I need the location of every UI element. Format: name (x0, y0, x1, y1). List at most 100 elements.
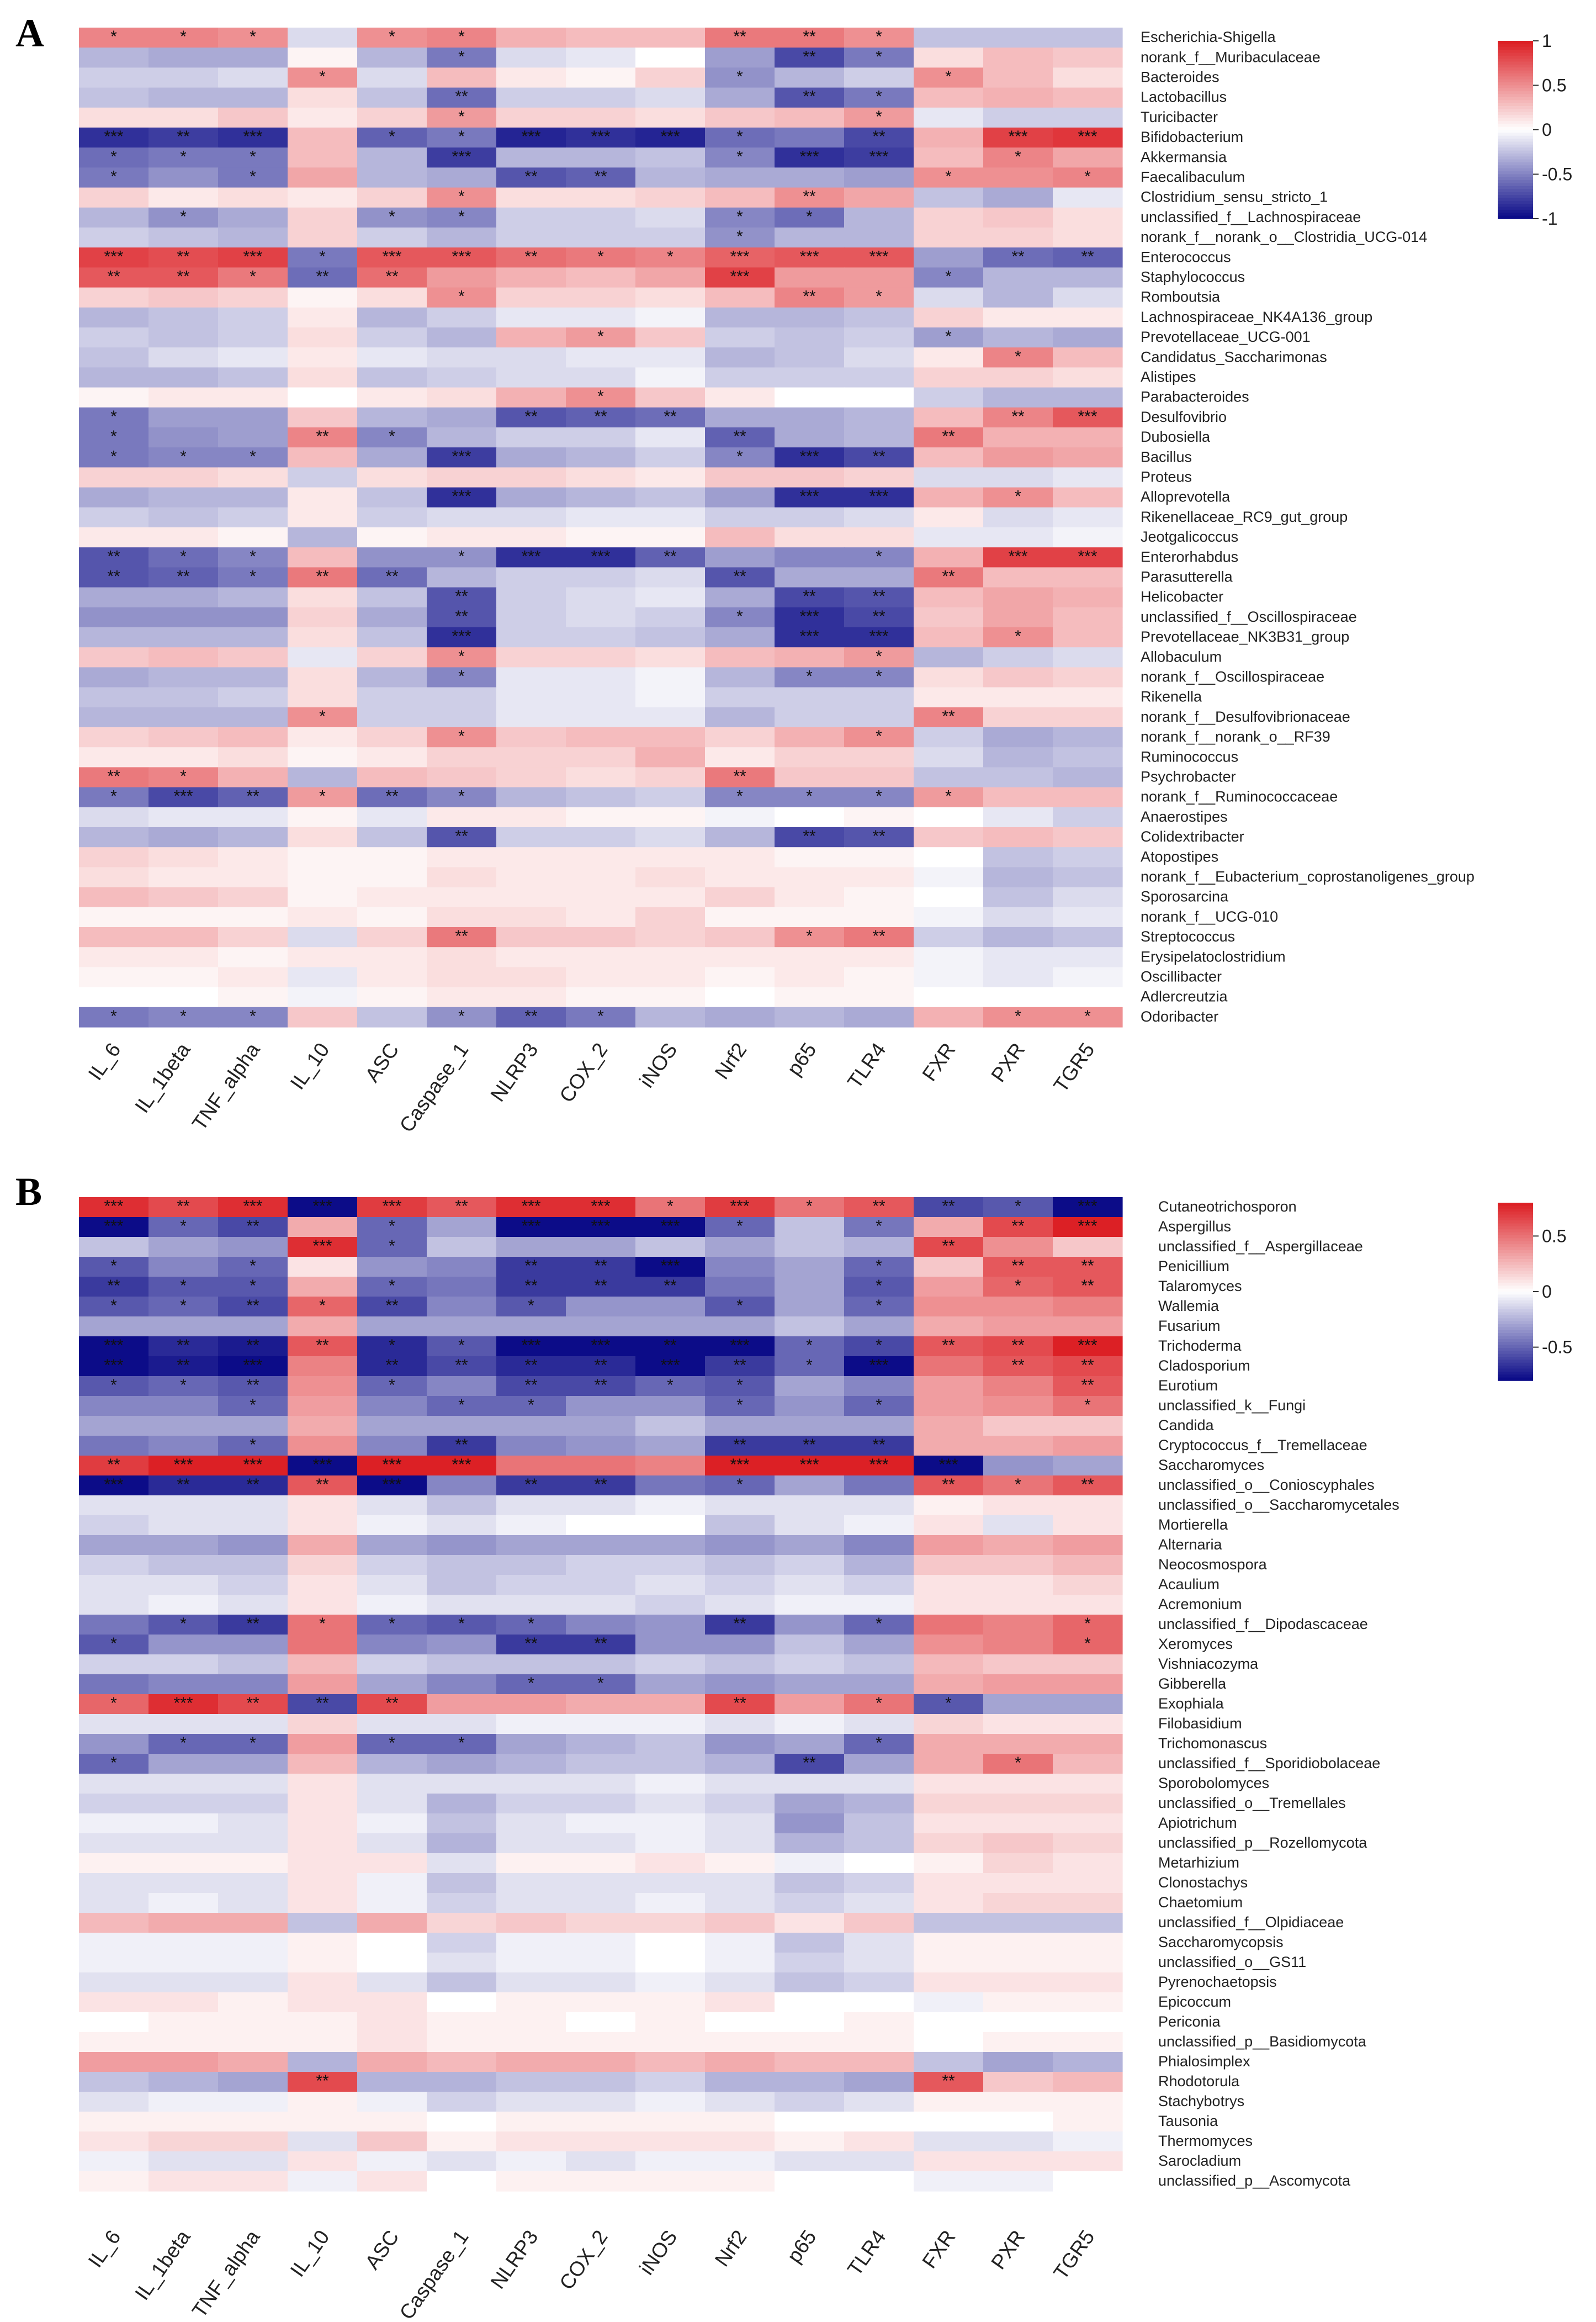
cell-candida-il-1beta (149, 1416, 219, 1436)
cell-saccharomyces-asc (357, 1456, 427, 1476)
legend-swatch (1498, 159, 1533, 163)
cell-psychrobacter-fxr (914, 767, 984, 788)
cell-unclassified-o-saccharomycetales-il-1beta (149, 1495, 219, 1516)
cell-neocosmospora-caspase-1 (427, 1555, 497, 1575)
cell-talaromyces-caspase-1 (427, 1277, 497, 1297)
row-label: Staphylococcus (1141, 268, 1245, 285)
cell-exophiala-pxr (983, 1694, 1053, 1715)
cell-trichoderma-tlr4 (844, 1336, 914, 1357)
cell-turicibacter-caspase-1 (427, 107, 497, 128)
cell-cryptococcus-f-tremellaceae-fxr (914, 1436, 984, 1456)
cell-acaulium-asc (357, 1575, 427, 1595)
significance-mark: ** (316, 267, 329, 285)
cell-enterorhabdus-tgr5 (1053, 547, 1123, 568)
cell-enterorhabdus-nrf2 (705, 547, 775, 568)
cell-filobasidium-tnf-alpha (218, 1714, 288, 1734)
row-label: Epicoccum (1158, 1993, 1231, 2010)
cell-acaulium-caspase-1 (427, 1575, 497, 1595)
significance-mark: * (110, 427, 117, 446)
cell-norank-f-norank-o-rf39-fxr (914, 727, 984, 748)
significance-mark: ** (246, 1694, 259, 1712)
cell-unclassified-o-saccharomycetales-il-6 (79, 1495, 149, 1516)
cell-pyrenochaetopsis-nlrp3 (496, 1972, 566, 1993)
row-label: norank_f__norank_o__RF39 (1141, 728, 1330, 745)
cell-phialosimplex-il-6 (79, 2052, 149, 2072)
cell-bacteroides-cox-2 (566, 67, 636, 88)
cell-aspergillus-p65 (775, 1217, 845, 1237)
cell-aspergillus-tnf-alpha (218, 1217, 288, 1237)
cell-wallemia-il-6 (79, 1297, 149, 1317)
cell-prevotellaceae-nk3b31-group-p65 (775, 627, 845, 648)
cell-acaulium-il-6 (79, 1575, 149, 1595)
cell-penicillium-asc (357, 1257, 427, 1277)
significance-mark: * (250, 267, 256, 285)
significance-mark: * (1015, 147, 1021, 166)
cell-unclassified-f-dipodascaceae-tgr5 (1053, 1615, 1123, 1635)
significance-mark: * (876, 1734, 882, 1752)
cell-cryptococcus-f-tremellaceae-tgr5 (1053, 1436, 1123, 1456)
cell-talaromyces-asc (357, 1277, 427, 1297)
cell-chaetomium-nrf2 (705, 1893, 775, 1913)
significance-mark: ** (177, 1356, 190, 1374)
cell-norank-f-ruminococcaceae-fxr (914, 787, 984, 808)
cell-unclassified-f-aspergillaceae-il-6 (79, 1237, 149, 1257)
cell-parabacteroides-caspase-1 (427, 387, 497, 408)
row-label: Desulfovibrio (1141, 409, 1227, 425)
cell-norank-f-ruminococcaceae-nrf2 (705, 787, 775, 808)
legend-swatch (1498, 103, 1533, 107)
cell-akkermansia-cox-2 (566, 147, 636, 168)
cell-parasutterella-il-10 (288, 567, 358, 588)
cell-alistipes-cox-2 (566, 367, 636, 388)
cell-anaerostipes-asc (357, 807, 427, 828)
cell-stachybotrys-tnf-alpha (218, 2092, 288, 2112)
row-label: Neocosmospora (1158, 1556, 1268, 1573)
significance-mark: * (458, 667, 465, 685)
cell-parabacteroides-nlrp3 (496, 387, 566, 408)
cell-trichomonascus-inos (635, 1734, 706, 1754)
cell-alternaria-p65 (775, 1535, 845, 1556)
cell-talaromyces-fxr (914, 1277, 984, 1297)
cell-unclassified-o-gs11-tnf-alpha (218, 1953, 288, 1973)
cell-sarocladium-tgr5 (1053, 2151, 1123, 2172)
cell-jeotgalicoccus-cox-2 (566, 527, 636, 548)
row-label: Sporobolomyces (1158, 1775, 1269, 1791)
cell-sporosarcina-nrf2 (705, 887, 775, 908)
cell-turicibacter-il-1beta (149, 107, 219, 128)
cell-apiotrichum-asc (357, 1813, 427, 1834)
cell-unclassified-k-fungi-pxr (983, 1396, 1053, 1416)
cell-turicibacter-tgr5 (1053, 107, 1123, 128)
cell-norank-f-ucg-010-p65 (775, 907, 845, 928)
legend-swatch (1498, 1238, 1533, 1242)
cell-tausonia-cox-2 (566, 2112, 636, 2132)
cell-norank-f-ucg-010-cox-2 (566, 907, 636, 928)
cell-alloprevotella-p65 (775, 487, 845, 508)
significance-mark: ** (733, 1436, 746, 1454)
cell-gibberella-fxr (914, 1674, 984, 1695)
significance-mark: * (389, 1277, 395, 1295)
cell-clostridium-sensu-stricto-1-caspase-1 (427, 187, 497, 208)
cell-talaromyces-p65 (775, 1277, 845, 1297)
significance-mark: * (1015, 1754, 1021, 1772)
cell-faecalibaculum-asc (357, 167, 427, 188)
cell-unclassified-p-ascomycota-pxr (983, 2171, 1053, 2192)
row-label: unclassified_f__Aspergillaceae (1158, 1238, 1363, 1255)
cell-xeromyces-inos (635, 1635, 706, 1655)
row-label: Colidextribacter (1141, 828, 1244, 845)
cell-candida-p65 (775, 1416, 845, 1436)
cell-fusarium-il-10 (288, 1316, 358, 1337)
cell-unclassified-f-dipodascaceae-p65 (775, 1615, 845, 1635)
cell-unclassified-f-aspergillaceae-cox-2 (566, 1237, 636, 1257)
cell-cryptococcus-f-tremellaceae-nlrp3 (496, 1436, 566, 1456)
cell-parabacteroides-asc (357, 387, 427, 408)
cell-chaetomium-fxr (914, 1893, 984, 1913)
significance-mark: ** (803, 28, 816, 46)
row-label: unclassified_f__Oscillospiraceae (1141, 609, 1357, 625)
cell-bifidobacterium-tnf-alpha (218, 128, 288, 148)
cell-filobasidium-il-6 (79, 1714, 149, 1734)
cell-unclassified-k-fungi-caspase-1 (427, 1396, 497, 1416)
cell-prevotellaceae-nk3b31-group-tnf-alpha (218, 627, 288, 648)
cell-enterococcus-cox-2 (566, 247, 636, 268)
significance-mark: ** (177, 1197, 190, 1215)
cell-exophiala-tgr5 (1053, 1694, 1123, 1715)
cell-epicoccum-p65 (775, 1992, 845, 2013)
